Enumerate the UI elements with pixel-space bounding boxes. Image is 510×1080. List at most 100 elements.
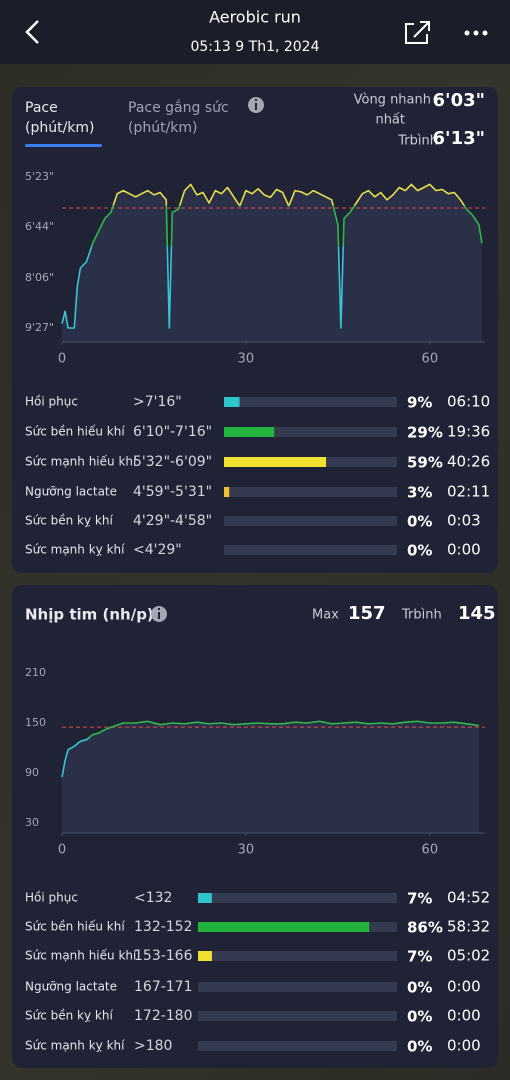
zone-name: Sức bền hiếu khí xyxy=(25,425,125,439)
zone-name: Sức bền kỵ khí xyxy=(25,1009,113,1023)
y-tick-label: 6'44" xyxy=(25,220,54,233)
line xyxy=(61,720,480,778)
zone-name: Sức mạnh kỵ khí xyxy=(25,1039,125,1053)
zone-bar xyxy=(224,457,327,467)
fastest-label: Vòng nhanh xyxy=(354,93,431,108)
zone-track xyxy=(198,982,397,992)
zone-name: Hồi phục xyxy=(25,395,78,409)
zone-percent: 59% xyxy=(407,454,443,472)
zone-time: 02:11 xyxy=(447,483,490,501)
zone-range: <4'29" xyxy=(133,542,182,558)
zone-percent: 3% xyxy=(407,484,432,502)
line xyxy=(61,183,483,329)
y-tick-label: 9'27" xyxy=(25,321,54,334)
zone-name: Ngưỡng lactate xyxy=(25,485,117,499)
tab-pace-unit[interactable]: (phút/km) xyxy=(25,120,95,136)
x-tick-label: 30 xyxy=(238,843,255,858)
zone-time: 40:26 xyxy=(447,453,490,471)
zone-track xyxy=(224,487,397,497)
x-tick-label: 30 xyxy=(238,352,255,367)
avg-label: Trbình xyxy=(397,134,438,149)
info-icon[interactable] xyxy=(151,606,167,622)
y-tick-label: 5'23" xyxy=(25,170,54,183)
x-tick-label: 60 xyxy=(422,352,439,367)
zone-percent: 7% xyxy=(407,890,432,908)
zone-time: 0:00 xyxy=(447,1007,481,1025)
y-tick-label: 90 xyxy=(25,766,39,779)
zone-name: Sức bền kỵ khí xyxy=(25,514,113,528)
tab-pace[interactable]: Pace xyxy=(25,100,58,116)
zone-percent: 86% xyxy=(407,919,443,937)
fastest-label: nhất xyxy=(375,113,405,128)
zone-track xyxy=(224,545,397,555)
y-tick-label: 8'06" xyxy=(25,271,54,284)
zone-bar xyxy=(198,951,212,961)
back-button[interactable] xyxy=(25,20,39,44)
zone-percent: 9% xyxy=(407,394,432,412)
zone-time: 04:52 xyxy=(447,889,490,907)
area xyxy=(62,184,482,342)
zone-track xyxy=(224,516,397,526)
zone-percent: 0% xyxy=(407,1008,432,1026)
zone-percent: 0% xyxy=(407,979,432,997)
zone-time: 0:00 xyxy=(447,541,481,559)
fastest-value: 6'03" xyxy=(433,90,485,111)
max-value: 157 xyxy=(348,603,386,624)
avg-value: 145 xyxy=(458,603,496,624)
zone-range: 167-171 xyxy=(134,979,193,995)
zone-range: 5'32"-6'09" xyxy=(133,454,212,470)
zone-range: 153-166 xyxy=(134,948,193,964)
x-tick-label: 0 xyxy=(58,843,66,858)
share-button[interactable] xyxy=(405,21,430,44)
zone-range: 4'29"-4'58" xyxy=(133,513,212,529)
tab-indicator xyxy=(25,144,102,147)
zone-name: Sức mạnh hiếu khí xyxy=(25,455,137,469)
zone-range: >7'16" xyxy=(133,394,182,410)
zone-bar xyxy=(224,427,275,437)
area xyxy=(62,721,479,833)
zone-percent: 0% xyxy=(407,1038,432,1056)
zone-bar xyxy=(224,487,230,497)
zone-name: Sức mạnh kỵ khí xyxy=(25,543,125,557)
zone-percent: 0% xyxy=(407,542,432,560)
zone-time: 58:32 xyxy=(447,918,490,936)
zone-range: 132-152 xyxy=(134,919,193,935)
zone-time: 0:00 xyxy=(447,1037,481,1055)
zone-bar xyxy=(224,397,240,407)
zone-range: <132 xyxy=(134,890,172,906)
zone-track xyxy=(198,951,397,961)
zone-name: Sức mạnh hiếu khí xyxy=(25,949,137,963)
more-button[interactable] xyxy=(464,30,488,36)
zone-track xyxy=(198,1041,397,1051)
avg-value: 6'13" xyxy=(433,128,485,149)
hr-title: Nhịp tim (nh/p) xyxy=(25,606,154,624)
zone-track xyxy=(224,397,397,407)
max-label: Max xyxy=(312,608,339,623)
zone-time: 06:10 xyxy=(447,393,490,411)
y-tick-label: 30 xyxy=(25,816,39,829)
zone-time: 19:36 xyxy=(447,423,490,441)
zone-range: 4'59"-5'31" xyxy=(133,484,212,500)
zone-bar xyxy=(198,922,370,932)
header-bar xyxy=(0,0,510,64)
zone-range: 6'10"-7'16" xyxy=(133,424,212,440)
avg-label: Trbình xyxy=(401,608,442,623)
tab-effort-pace-unit[interactable]: (phút/km) xyxy=(128,120,198,136)
zone-name: Ngưỡng lactate xyxy=(25,980,117,994)
zone-name: Hồi phục xyxy=(25,891,78,905)
tab-effort-pace[interactable]: Pace gắng sức xyxy=(128,99,229,116)
x-tick-label: 60 xyxy=(422,843,439,858)
zone-range: >180 xyxy=(134,1038,172,1054)
subtitle: 05:13 9 Th1, 2024 xyxy=(190,39,319,55)
y-tick-label: 150 xyxy=(25,716,46,729)
zone-bar xyxy=(198,893,212,903)
y-tick-label: 210 xyxy=(25,666,46,679)
x-tick-label: 0 xyxy=(58,352,66,367)
zone-percent: 7% xyxy=(407,948,432,966)
zone-track xyxy=(198,1011,397,1021)
zone-range: 172-180 xyxy=(134,1008,193,1024)
zone-time: 0:03 xyxy=(447,512,481,530)
info-icon[interactable] xyxy=(248,97,264,113)
title: Aerobic run xyxy=(209,8,301,27)
